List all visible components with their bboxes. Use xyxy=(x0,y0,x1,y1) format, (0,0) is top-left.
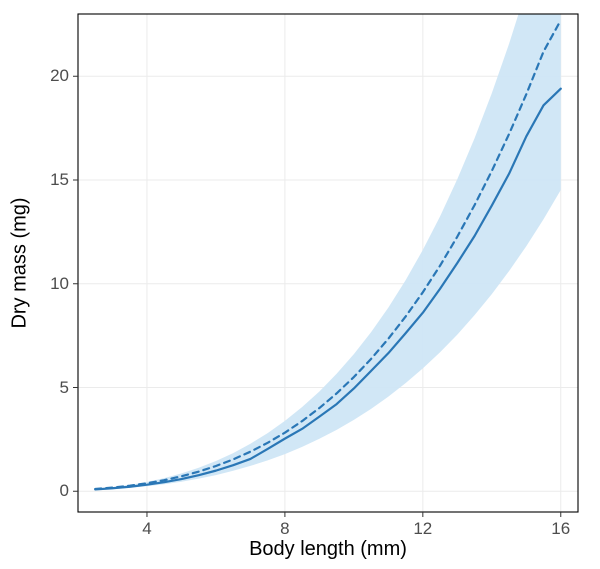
data-group xyxy=(95,0,561,490)
x-tick-label: 12 xyxy=(413,519,432,539)
y-tick-label: 0 xyxy=(60,481,69,501)
x-tick-label: 16 xyxy=(551,519,570,539)
plot-svg xyxy=(0,0,600,569)
y-tick-label: 20 xyxy=(50,66,69,86)
confidence-ribbon xyxy=(95,0,561,490)
y-tick-label: 15 xyxy=(50,170,69,190)
x-tick-label: 8 xyxy=(280,519,289,539)
y-tick-label: 5 xyxy=(60,378,69,398)
y-tick-label: 10 xyxy=(50,274,69,294)
x-tick-label: 4 xyxy=(142,519,151,539)
chart-container: Dry mass (mg) Body length (mm) 481216051… xyxy=(0,0,600,569)
